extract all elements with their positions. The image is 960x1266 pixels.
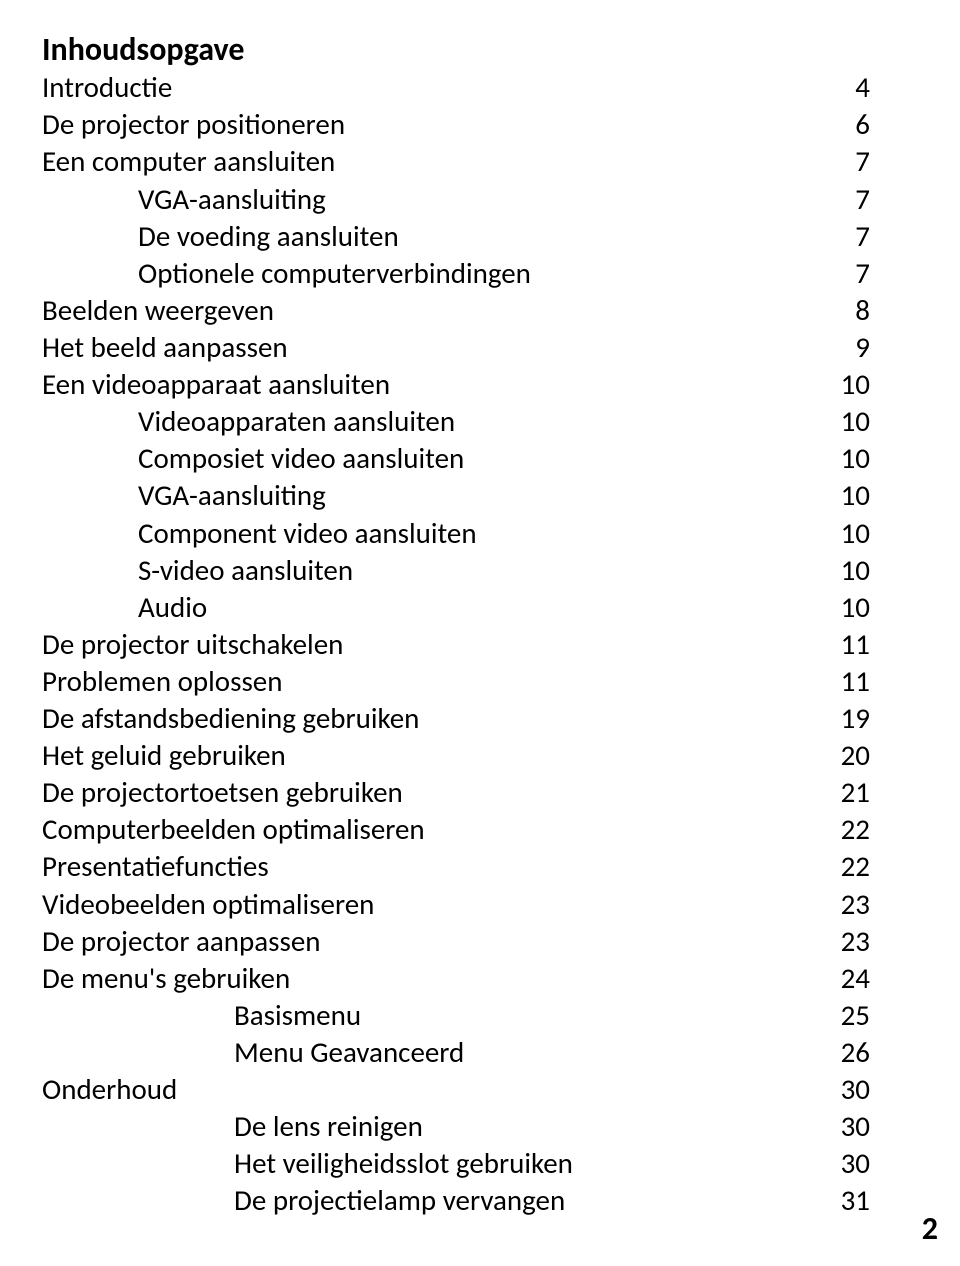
toc-entry-label: De afstandsbediening gebruiken [42,700,419,737]
toc-entry-label: Videoapparaten aansluiten [42,403,455,440]
table-of-contents: Introductie4De projector positioneren6Ee… [42,69,870,1219]
page-number: 2 [922,1209,938,1248]
toc-entry-label: Het geluid gebruiken [42,737,286,774]
toc-row: De afstandsbediening gebruiken 19 [42,700,870,737]
toc-row: De projectortoetsen gebruiken 21 [42,774,870,811]
toc-entry-label: De projector positioneren [42,106,345,143]
toc-entry-label: De menu's gebruiken [42,960,290,997]
toc-entry-label: Introductie [42,69,172,106]
toc-row: Onderhoud 30 [42,1071,870,1108]
toc-entry-page: 10 [810,589,870,626]
toc-entry-page: 10 [810,552,870,589]
toc-row: Het veiligheidsslot gebruiken 30 [42,1145,870,1182]
toc-entry-page: 4 [810,69,870,106]
toc-entry-page: 7 [810,218,870,255]
toc-row: Problemen oplossen 11 [42,663,870,700]
toc-entry-label: Onderhoud [42,1071,177,1108]
toc-entry-page: 21 [810,774,870,811]
toc-row: VGA-aansluiting 7 [42,181,870,218]
toc-entry-label: Het veiligheidsslot gebruiken [42,1145,573,1182]
toc-entry-page: 30 [810,1108,870,1145]
toc-row: De projector uitschakelen 11 [42,626,870,663]
toc-row: Computerbeelden optimaliseren 22 [42,811,870,848]
toc-row: Een computer aansluiten 7 [42,143,870,180]
toc-row: De voeding aansluiten 7 [42,218,870,255]
toc-entry-label: De projectortoetsen gebruiken [42,774,403,811]
toc-entry-page: 10 [810,403,870,440]
toc-entry-label: Videobeelden optimaliseren [42,886,374,923]
toc-entry-label: Basismenu [42,997,361,1034]
toc-row: Basismenu 25 [42,997,870,1034]
toc-entry-page: 8 [810,292,870,329]
toc-entry-page: 22 [810,811,870,848]
toc-entry-page: 24 [810,960,870,997]
toc-entry-page: 10 [810,440,870,477]
toc-entry-label: De lens reinigen [42,1108,423,1145]
toc-entry-label: Beelden weergeven [42,292,274,329]
toc-row: Menu Geavanceerd 26 [42,1034,870,1071]
toc-entry-page: 30 [810,1145,870,1182]
toc-entry-page: 19 [810,700,870,737]
toc-entry-page: 10 [810,515,870,552]
toc-entry-page: 11 [810,663,870,700]
toc-entry-label: De voeding aansluiten [42,218,399,255]
toc-entry-label: Een videoapparaat aansluiten [42,366,390,403]
toc-row: Beelden weergeven 8 [42,292,870,329]
toc-row: Videoapparaten aansluiten 10 [42,403,870,440]
toc-entry-label: Composiet video aansluiten [42,440,464,477]
toc-row: Component video aansluiten 10 [42,515,870,552]
toc-row: Composiet video aansluiten 10 [42,440,870,477]
toc-entry-label: Audio [42,589,207,626]
toc-entry-label: De projectielamp vervangen [42,1182,565,1219]
toc-entry-page: 23 [810,923,870,960]
toc-row: Optionele computerverbindingen 7 [42,255,870,292]
toc-entry-label: Optionele computerverbindingen [42,255,531,292]
toc-entry-page: 22 [810,848,870,885]
toc-entry-page: 7 [810,143,870,180]
toc-entry-label: Menu Geavanceerd [42,1034,464,1071]
toc-entry-label: S-video aansluiten [42,552,353,589]
toc-entry-page: 26 [810,1034,870,1071]
toc-row: De lens reinigen 30 [42,1108,870,1145]
toc-entry-label: De projector uitschakelen [42,626,343,663]
toc-entry-page: 10 [810,477,870,514]
toc-entry-page: 31 [810,1182,870,1219]
toc-row: Videobeelden optimaliseren 23 [42,886,870,923]
toc-row: De menu's gebruiken 24 [42,960,870,997]
toc-entry-label: Presentatiefuncties [42,848,269,885]
toc-entry-page: 20 [810,737,870,774]
toc-entry-label: VGA-aansluiting [42,477,326,514]
toc-entry-page: 25 [810,997,870,1034]
toc-entry-page: 10 [810,366,870,403]
toc-row: De projector positioneren 6 [42,106,870,143]
toc-row: De projectielamp vervangen 31 [42,1182,870,1219]
toc-row: S-video aansluiten 10 [42,552,870,589]
toc-entry-page: 6 [810,106,870,143]
toc-entry-page: 9 [810,329,870,366]
toc-entry-label: Component video aansluiten [42,515,477,552]
toc-row: Het geluid gebruiken 20 [42,737,870,774]
page-title: Inhoudsopgave [42,32,870,67]
toc-row: Een videoapparaat aansluiten 10 [42,366,870,403]
toc-entry-page: 11 [810,626,870,663]
toc-row: VGA-aansluiting 10 [42,477,870,514]
toc-row: Audio 10 [42,589,870,626]
toc-entry-page: 30 [810,1071,870,1108]
toc-row: Het beeld aanpassen 9 [42,329,870,366]
document-page: Inhoudsopgave Introductie4De projector p… [0,0,960,1266]
toc-entry-page: 7 [810,181,870,218]
toc-entry-label: Het beeld aanpassen [42,329,288,366]
toc-entry-page: 23 [810,886,870,923]
toc-entry-label: VGA-aansluiting [42,181,326,218]
toc-entry-label: Computerbeelden optimaliseren [42,811,425,848]
toc-entry-label: De projector aanpassen [42,923,321,960]
toc-entry-page: 7 [810,255,870,292]
toc-entry-label: Een computer aansluiten [42,143,335,180]
toc-row: Presentatiefuncties 22 [42,848,870,885]
toc-row: Introductie 4 [42,69,870,106]
toc-row: De projector aanpassen 23 [42,923,870,960]
toc-entry-label: Problemen oplossen [42,663,282,700]
